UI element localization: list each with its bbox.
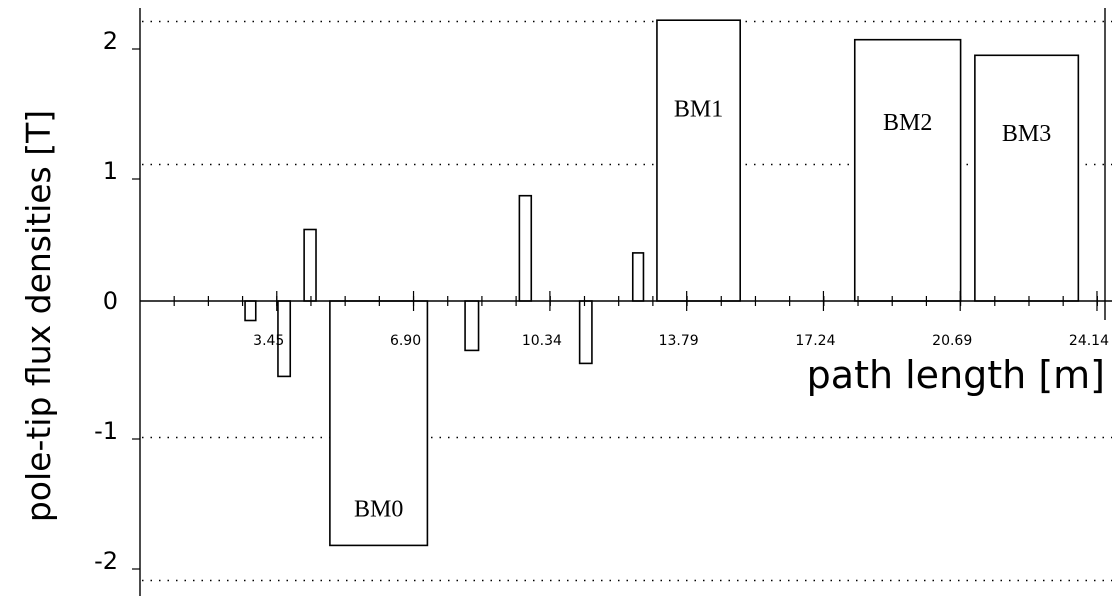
bar-bm1 <box>656 19 741 302</box>
bar-label-bm3: BM3 <box>1002 121 1051 147</box>
x-tick-label: 6.90 <box>390 333 421 349</box>
x-tick-label: 10.34 <box>522 333 562 349</box>
y-tick-label: -1 <box>94 417 118 445</box>
x-tick-label: 20.69 <box>932 333 972 349</box>
bar-labels: BM0 BM1 BM2 BM3 <box>354 96 1051 522</box>
x-tick-label: 24.14 <box>1069 333 1109 349</box>
y-tick-label: 0 <box>103 287 118 315</box>
bar <box>578 300 593 365</box>
x-tick-label: 13.79 <box>659 333 699 349</box>
y-axis-label: pole-tip flux densities [T] <box>19 110 58 522</box>
bar-label-bm1: BM1 <box>674 96 723 122</box>
bar-bm3 <box>974 54 1080 302</box>
axes <box>139 8 1112 596</box>
x-tick-label: 3.45 <box>253 333 284 349</box>
bar <box>464 300 480 352</box>
bar-label-bm0: BM0 <box>354 497 403 523</box>
bar-label-bm2: BM2 <box>883 110 932 136</box>
x-tick-label: 17.24 <box>795 333 835 349</box>
bar <box>303 228 317 302</box>
y-tick-label: 1 <box>103 157 118 185</box>
bar-bm2 <box>853 38 962 302</box>
bar-bm0 <box>329 300 429 547</box>
tick-labels: 3.45 6.90 10.34 13.79 17.24 20.69 24.14 -2 -1 0 1 2 <box>94 27 1109 575</box>
y-tick-label: 2 <box>103 27 118 55</box>
bar <box>518 194 533 302</box>
bars <box>244 19 1080 547</box>
x-axis-label: path length [m] <box>807 353 1105 397</box>
bar <box>631 252 645 302</box>
y-tick-label: -2 <box>94 547 118 575</box>
ticks <box>132 48 1098 570</box>
bar <box>244 300 257 322</box>
